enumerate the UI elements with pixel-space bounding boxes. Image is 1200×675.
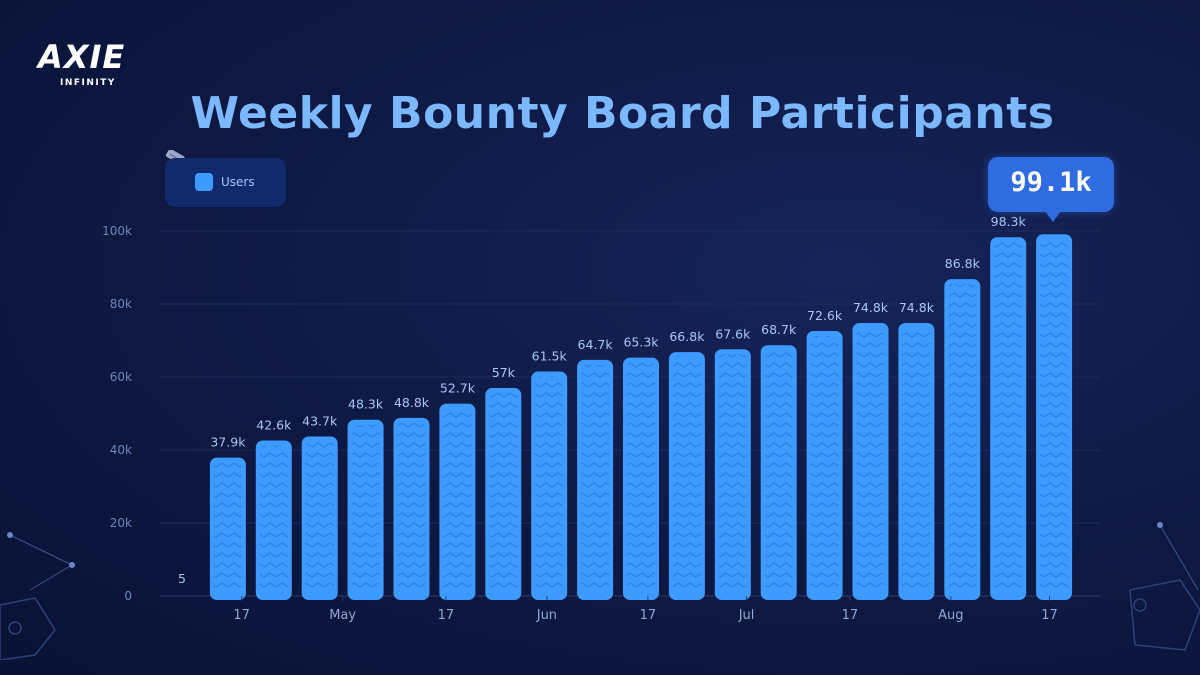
legend-swatch-users <box>195 173 213 191</box>
legend-label-users: Users <box>221 175 255 189</box>
bar-texture <box>397 422 426 593</box>
data-label: 52.7k <box>440 381 476 396</box>
bar-texture <box>1040 239 1069 593</box>
bar-texture <box>351 424 380 593</box>
data-label: 74.8k <box>899 300 935 315</box>
y-tick-label: 80k <box>110 297 132 311</box>
bar-texture <box>443 408 472 593</box>
y-tick-label: 100k <box>102 224 132 238</box>
data-label: 98.3k <box>991 214 1027 229</box>
bar-texture <box>810 336 839 593</box>
y-tick-label: 40k <box>110 443 132 457</box>
x-tick-label: 17 <box>233 608 250 623</box>
bar-texture <box>259 445 288 593</box>
x-tick-label: May <box>329 608 356 623</box>
chart-legend: Users <box>165 158 286 207</box>
data-label: 66.8k <box>669 329 705 344</box>
callout-pointer <box>1045 211 1061 222</box>
data-label: 74.8k <box>853 300 889 315</box>
data-label: 65.3k <box>623 335 659 350</box>
x-tick-label: Jun <box>536 608 557 623</box>
logo-wordmark: AXIE <box>38 38 126 76</box>
x-tick-label: 17 <box>842 608 859 623</box>
bar-texture <box>764 350 793 593</box>
logo-subtitle: INFINITY <box>60 78 116 88</box>
data-label: 48.8k <box>394 395 430 410</box>
x-tick-label: Aug <box>938 608 963 623</box>
data-label: 48.3k <box>348 397 384 412</box>
bar-texture <box>535 376 564 593</box>
data-label: 37.9k <box>210 435 246 450</box>
bar-texture <box>948 284 977 593</box>
y-tick-label: 60k <box>110 370 132 384</box>
highlight-value: 99.1k <box>1010 167 1092 198</box>
bar-texture <box>305 441 334 593</box>
bar-texture <box>902 327 931 593</box>
data-label: 68.7k <box>761 322 797 337</box>
x-tick-label: 17 <box>438 608 455 623</box>
x-tick-label: 17 <box>1041 608 1058 623</box>
bar-texture <box>627 362 655 593</box>
y-tick-label: 20k <box>110 516 132 530</box>
bar-texture <box>489 392 518 593</box>
highlight-callout: 99.1k <box>988 157 1114 212</box>
bar-texture <box>856 327 885 593</box>
bar-texture <box>581 364 610 593</box>
bar-texture <box>994 242 1023 593</box>
chart-title: Weekly Bounty Board Participants <box>190 88 1055 139</box>
data-label: 42.6k <box>256 418 292 433</box>
constellation-decoration-right <box>1129 522 1200 651</box>
data-label: 57k <box>492 365 516 380</box>
data-label: 64.7k <box>578 337 614 352</box>
y-tick-label: 0 <box>124 589 132 603</box>
bar-texture <box>718 354 747 593</box>
axie-infinity-logo: AXIE INFINITY <box>38 34 148 94</box>
data-label: 67.6k <box>715 326 751 341</box>
data-label: 5 <box>178 571 186 586</box>
data-label: 86.8k <box>945 256 981 271</box>
x-tick-label: 17 <box>640 608 657 623</box>
x-tick-label: Jul <box>738 608 755 623</box>
bar-texture <box>672 357 701 593</box>
bar-texture <box>213 462 242 593</box>
data-label: 43.7k <box>302 413 338 428</box>
data-label: 61.5k <box>532 349 568 364</box>
data-label: 72.6k <box>807 308 843 323</box>
constellation-decoration-left <box>0 532 75 660</box>
